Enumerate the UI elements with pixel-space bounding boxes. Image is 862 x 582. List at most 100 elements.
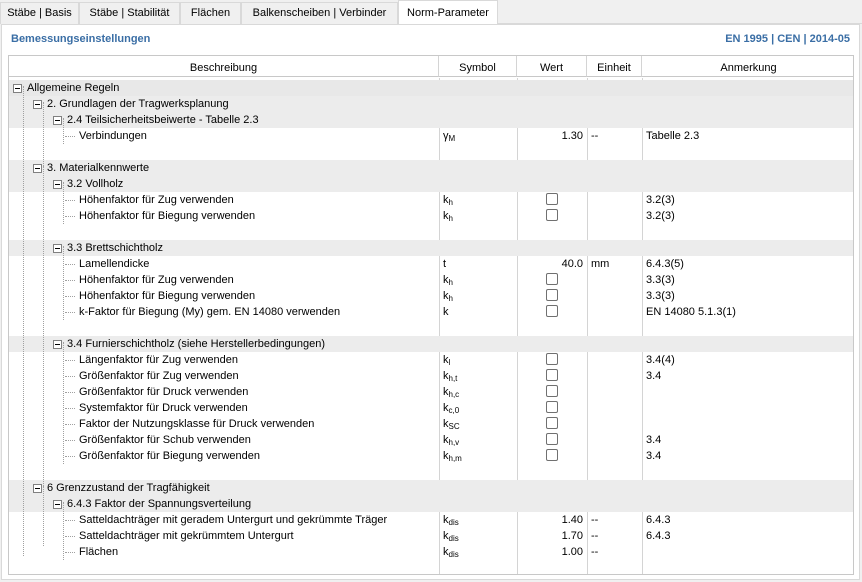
parameter-row[interactable]: k-Faktor für Biegung (My) gem. EN 14080 …: [9, 304, 853, 320]
tree-connector: [65, 440, 75, 441]
collapse-toggle-icon[interactable]: [53, 180, 62, 189]
parameter-row[interactable]: Höhenfaktor für Zug verwenden kh 3.2(3): [9, 192, 853, 208]
tree-connector: [65, 456, 75, 457]
col-header-einheit[interactable]: Einheit: [587, 56, 642, 77]
value-cell[interactable]: 1.40: [561, 514, 583, 526]
parameter-row[interactable]: Höhenfaktor für Biegung verwenden kh 3.3(3…: [9, 288, 853, 304]
enable-checkbox[interactable]: [546, 209, 558, 221]
row-label: 3.3 Brettschichtholz: [67, 242, 163, 254]
collapse-toggle-icon[interactable]: [53, 244, 62, 253]
tree-guide-line: [43, 166, 44, 486]
tree-connector: [65, 280, 75, 281]
tab-staebe-stabilitaet[interactable]: Stäbe | Stabilität: [79, 2, 180, 24]
parameter-row[interactable]: Systemfaktor für Druck verwenden kc,0: [9, 400, 853, 416]
parameter-row[interactable]: Satteldachträger mit geradem Untergurt u…: [9, 512, 853, 528]
norm-label: EN 1995 | CEN | 2014-05: [725, 33, 850, 45]
enable-checkbox[interactable]: [546, 401, 558, 413]
tree-group-row[interactable]: 3.3 Brettschichtholz: [9, 240, 853, 256]
symbol-cell: kh,t: [443, 370, 458, 383]
tree-group-row[interactable]: 3.4 Furnierschichtholz (siehe Hersteller…: [9, 336, 853, 352]
tree-connector: [65, 520, 75, 521]
enable-checkbox[interactable]: [546, 369, 558, 381]
remark-cell: 3.2(3): [646, 210, 675, 222]
parameter-row[interactable]: Größenfaktor für Schub verwenden kh,v 3.4: [9, 432, 853, 448]
col-header-wert[interactable]: Wert: [517, 56, 587, 77]
collapse-toggle-icon[interactable]: [53, 340, 62, 349]
collapse-toggle-icon[interactable]: [53, 500, 62, 509]
tree-group-row[interactable]: 6 Grenzzustand der Tragfähigkeit: [9, 480, 853, 496]
remark-cell: 3.3(3): [646, 274, 675, 286]
enable-checkbox[interactable]: [546, 193, 558, 205]
remark-cell: 3.2(3): [646, 194, 675, 206]
symbol-cell: γM: [443, 130, 456, 143]
symbol-cell: kh,c: [443, 386, 460, 399]
value-cell[interactable]: 1.30: [561, 130, 583, 142]
collapse-toggle-icon[interactable]: [53, 116, 62, 125]
symbol-cell: kh: [443, 210, 453, 223]
col-header-beschreibung[interactable]: Beschreibung: [9, 56, 439, 77]
parameter-row[interactable]: Größenfaktor für Zug verwenden kh,t 3.4: [9, 368, 853, 384]
row-label: Systemfaktor für Druck verwenden: [79, 402, 248, 414]
enable-checkbox[interactable]: [546, 417, 558, 429]
symbol-cell: k: [443, 306, 449, 318]
parameter-row[interactable]: Längenfaktor für Zug verwenden kl 3.4(4): [9, 352, 853, 368]
collapse-toggle-icon[interactable]: [33, 100, 42, 109]
tree-connector: [65, 264, 75, 265]
row-label: 6 Grenzzustand der Tragfähigkeit: [47, 482, 210, 494]
unit-cell: mm: [591, 258, 610, 270]
tab-balkenscheiben[interactable]: Balkenscheiben | Verbinder: [241, 2, 398, 24]
parameter-row[interactable]: Verbindungen γM 1.30 -- Tabelle 2.3: [9, 128, 853, 144]
enable-checkbox[interactable]: [546, 433, 558, 445]
enable-checkbox[interactable]: [546, 353, 558, 365]
enable-checkbox[interactable]: [546, 289, 558, 301]
parameter-tree-grid: Beschreibung Symbol Wert Einheit Anmerku…: [8, 55, 854, 575]
tree-guide-line: [43, 102, 44, 182]
tree-group-row[interactable]: 3.2 Vollholz: [9, 176, 853, 192]
value-cell[interactable]: 1.00: [561, 546, 583, 558]
value-cell[interactable]: 40.0: [561, 258, 583, 270]
value-cell[interactable]: 1.70: [561, 530, 583, 542]
tab-norm-parameter[interactable]: Norm-Parameter: [398, 0, 498, 25]
enable-checkbox[interactable]: [546, 385, 558, 397]
remark-cell: 3.4: [646, 370, 662, 382]
row-label: k-Faktor für Biegung (My) gem. EN 14080 …: [79, 306, 341, 318]
row-label: 3. Materialkennwerte: [47, 162, 150, 174]
collapse-toggle-icon[interactable]: [33, 484, 42, 493]
tab-flaechen[interactable]: Flächen: [180, 2, 241, 24]
tree-group-row[interactable]: 6.4.3 Faktor der Spannungsverteilung: [9, 496, 853, 512]
tree-group-row[interactable]: 3. Materialkennwerte: [9, 160, 853, 176]
row-label: Allgemeine Regeln: [27, 82, 120, 94]
row-label: Satteldachträger mit geradem Untergurt u…: [79, 514, 388, 526]
parameter-row[interactable]: Höhenfaktor für Biegung verwenden kh 3.2(3…: [9, 208, 853, 224]
parameter-row[interactable]: Größenfaktor für Druck verwenden kh,c: [9, 384, 853, 400]
parameter-row[interactable]: Flächen kdis 1.00 --: [9, 544, 853, 560]
parameter-row[interactable]: Höhenfaktor für Zug verwenden kh 3.3(3): [9, 272, 853, 288]
tree-group-row[interactable]: Allgemeine Regeln: [9, 80, 853, 96]
parameter-row[interactable]: Lamellendicke t 40.0 mm 6.4.3(5): [9, 256, 853, 272]
symbol-cell: t: [443, 258, 447, 270]
collapse-toggle-icon[interactable]: [33, 164, 42, 173]
tree-connector: [65, 136, 75, 137]
collapse-toggle-icon[interactable]: [13, 84, 22, 93]
col-header-anmerkung[interactable]: Anmerkung: [642, 56, 853, 77]
tree-guide-line: [63, 246, 64, 320]
symbol-cell: kh,m: [443, 450, 462, 463]
unit-cell: --: [591, 514, 599, 526]
tree-connector: [65, 312, 75, 313]
remark-cell: Tabelle 2.3: [646, 130, 700, 142]
tree-group-row[interactable]: 2.4 Teilsicherheitsbeiwerte - Tabelle 2.…: [9, 112, 853, 128]
parameter-row[interactable]: Faktor der Nutzungsklasse für Druck verw…: [9, 416, 853, 432]
remark-cell: 3.4: [646, 434, 662, 446]
remark-cell: 6.4.3(5): [646, 258, 684, 270]
enable-checkbox[interactable]: [546, 305, 558, 317]
col-header-symbol[interactable]: Symbol: [439, 56, 517, 77]
symbol-cell: kh,v: [443, 434, 460, 447]
symbol-cell: kh: [443, 290, 453, 303]
tab-staebe-basis[interactable]: Stäbe | Basis: [0, 2, 79, 24]
unit-cell: --: [591, 530, 599, 542]
parameter-row[interactable]: Satteldachträger mit gekrümmtem Untergur…: [9, 528, 853, 544]
enable-checkbox[interactable]: [546, 273, 558, 285]
enable-checkbox[interactable]: [546, 449, 558, 461]
parameter-row[interactable]: Größenfaktor für Biegung verwenden kh,m 3.…: [9, 448, 853, 464]
tree-group-row[interactable]: 2. Grundlagen der Tragwerksplanung: [9, 96, 853, 112]
